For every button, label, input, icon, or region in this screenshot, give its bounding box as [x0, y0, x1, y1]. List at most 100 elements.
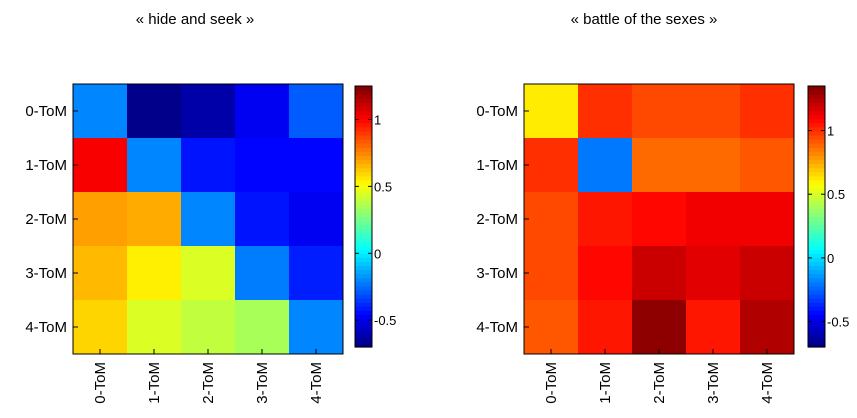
colorbar-segment — [355, 167, 372, 173]
colorbar-tick-label: 0.5 — [374, 179, 392, 194]
colorbar-segment — [808, 253, 825, 258]
colorbar-segment — [355, 187, 372, 193]
colorbar-segment — [808, 245, 825, 250]
colorbar-segment — [355, 216, 372, 222]
col-tick-label: 1-ToM — [597, 362, 614, 404]
heatmap-cell — [127, 246, 182, 301]
colorbar-segment — [808, 265, 825, 271]
heatmap-cell — [127, 192, 182, 247]
heatmap-cell — [235, 138, 290, 193]
colorbar-segment — [355, 298, 372, 303]
colorbar-segment — [808, 143, 825, 148]
colorbar-segment — [808, 167, 825, 173]
colorbar-segment — [808, 183, 825, 189]
colorbar-tick-label: 1 — [374, 112, 381, 127]
colorbar-segment — [355, 208, 372, 214]
row-tick-label: 0-ToM — [476, 103, 518, 120]
colorbar-segment — [355, 110, 372, 116]
colorbar-segment — [355, 236, 372, 242]
heatmap-cell — [578, 246, 633, 301]
heatmap-cell — [73, 138, 128, 193]
heatmap-cell — [235, 246, 290, 301]
colorbar-tick-label: 1 — [827, 124, 834, 139]
heatmap-cell — [289, 246, 344, 301]
colorbar-segment — [808, 118, 825, 124]
colorbar-segment — [808, 155, 825, 161]
colorbar-tick-label: 0 — [827, 251, 834, 266]
colorbar-segment — [808, 281, 825, 287]
heatmap-cell — [578, 138, 633, 193]
colorbar-segment — [808, 224, 825, 230]
colorbar-segment — [355, 293, 372, 299]
col-tick-label: 0-ToM — [543, 362, 560, 404]
heatmap-cell — [524, 246, 579, 301]
colorbar-segment — [808, 338, 825, 344]
colorbar-segment — [808, 261, 825, 267]
colorbar-segment — [355, 200, 372, 205]
colorbar-segment — [808, 179, 825, 185]
colorbar-segment — [355, 253, 372, 258]
colorbar-segment — [355, 192, 372, 197]
col-tick-label: 3-ToM — [254, 362, 271, 404]
heatmap-cell — [524, 138, 579, 193]
heatmap-cell — [73, 192, 128, 247]
row-tick-label: 2-ToM — [25, 211, 67, 228]
colorbar-segment — [355, 98, 372, 103]
colorbar-segment — [355, 310, 372, 315]
colorbar-segment — [808, 334, 825, 340]
colorbar-segment — [355, 175, 372, 181]
colorbar-segment — [808, 249, 825, 254]
colorbar-segment — [808, 126, 825, 132]
col-tick-label: 4-ToM — [759, 362, 776, 404]
colorbar-frame — [807, 85, 826, 348]
col-tick-label: 1-ToM — [146, 362, 163, 404]
colorbar-segment — [355, 122, 372, 128]
row-tick-label: 3-ToM — [476, 265, 518, 282]
colorbar-segment — [808, 228, 825, 234]
colorbar-segment — [808, 330, 825, 336]
colorbar-segment — [808, 102, 825, 107]
col-tick-label: 2-ToM — [200, 362, 217, 404]
colorbar-segment — [808, 310, 825, 315]
heatmap-cell — [686, 192, 741, 247]
heatmap-cell — [740, 300, 795, 355]
colorbar-segment — [808, 200, 825, 205]
heatmap-cell — [740, 84, 795, 139]
colorbar-segment — [355, 306, 372, 311]
colorbar-segment — [808, 298, 825, 303]
colorbar-segment — [808, 314, 825, 320]
col-tick-label: 2-ToM — [651, 362, 668, 404]
colorbar-segment — [355, 134, 372, 140]
row-tick-label: 1-ToM — [25, 157, 67, 174]
colorbar-segment — [355, 330, 372, 336]
colorbar-segment — [355, 151, 372, 156]
heatmap-cell — [632, 246, 687, 301]
colorbar-segment — [355, 281, 372, 287]
chart-battle-of-the-sexes: « battle of the sexes » 0-ToM 1-ToM 2-ToM 3… — [476, 11, 849, 404]
colorbar-segment — [355, 102, 372, 107]
colorbar-segment — [355, 130, 372, 136]
heatmap-cell — [235, 300, 290, 355]
colorbar-segment — [355, 257, 372, 262]
colorbar-segment — [808, 306, 825, 311]
colorbar-segment — [808, 285, 825, 291]
heatmap-cell — [740, 138, 795, 193]
heatmap-cell — [181, 246, 236, 301]
colorbar-segment — [808, 289, 825, 295]
colorbar-segment — [355, 326, 372, 332]
heatmap-cell — [181, 300, 236, 355]
colorbar-segment — [355, 277, 372, 283]
colorbar-segment — [808, 220, 825, 226]
colorbar-segment — [808, 106, 825, 112]
colorbar-segment — [355, 94, 372, 99]
colorbar-segment — [355, 334, 372, 340]
colorbar-tick-label: -0.5 — [374, 313, 396, 328]
colorbar-segment — [808, 134, 825, 140]
heatmap-cell — [578, 84, 633, 139]
colorbar-segment — [355, 106, 372, 112]
colorbar-segment — [808, 196, 825, 201]
heatmap-cell — [181, 84, 236, 139]
colorbar-segment — [355, 155, 372, 161]
colorbar-segment — [808, 342, 825, 348]
